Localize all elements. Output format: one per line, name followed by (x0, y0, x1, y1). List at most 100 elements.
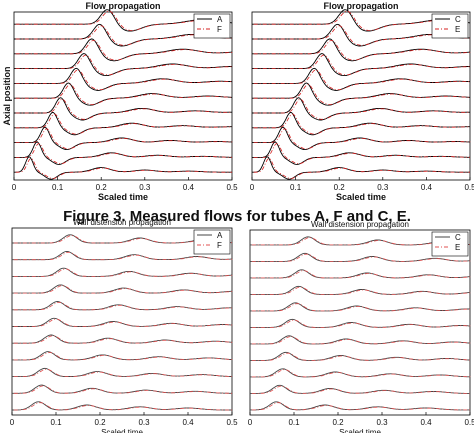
figure-caption: Figure 3. Measured flows for tubes A, F … (63, 208, 411, 225)
trace-E-4 (251, 286, 471, 295)
trace-E-3 (251, 270, 471, 279)
legend-label: E (455, 25, 460, 34)
y-axis-label: Axial position (2, 66, 12, 125)
trace-E-8 (253, 113, 470, 135)
chart-panel-3: Wall distension propagation 0 0.1 0.2 0.3 0.4… (10, 218, 238, 433)
trace-A-7 (14, 97, 232, 121)
chart-title: Wall distension propagation (73, 218, 171, 227)
trace-F-6 (15, 84, 233, 105)
x-tick-label: 0.2 (332, 418, 344, 427)
plot-frame (11, 227, 233, 416)
legend-box (431, 231, 469, 257)
trace-E-9 (253, 128, 471, 150)
trace-C-2 (250, 252, 471, 262)
plot-frame (251, 11, 471, 181)
trace-E-8 (251, 352, 471, 361)
legend-box (431, 13, 469, 39)
x-axis-label: Scaled time (101, 428, 143, 433)
trace-E-6 (251, 319, 471, 328)
trace-E-5 (251, 303, 470, 312)
legend-label: F (217, 241, 222, 250)
legend-label: F (217, 25, 222, 34)
x-axis-label: Scaled time (339, 428, 381, 433)
chart-title: Wall distension propagation (311, 220, 409, 229)
legend-label: C (455, 15, 461, 24)
trace-F-3 (15, 39, 233, 61)
x-tick-label: 0.4 (183, 183, 195, 192)
trace-E-6 (253, 84, 471, 105)
trace-E-5 (253, 69, 471, 91)
trace-F-8 (15, 113, 232, 135)
legend-label: C (455, 233, 461, 242)
trace-F-7 (13, 335, 233, 344)
trace-E-9 (251, 369, 471, 378)
trace-F-10 (13, 385, 232, 394)
x-tick-label: 0.2 (334, 183, 346, 192)
x-tick-label: 0.5 (226, 183, 238, 192)
trace-C-3 (250, 269, 471, 279)
trace-F-5 (13, 301, 232, 311)
x-axis-label: Scaled time (336, 192, 386, 202)
trace-F-11 (13, 402, 232, 411)
x-tick-label: 0.1 (50, 418, 62, 427)
x-tick-label: 0.2 (94, 418, 106, 427)
x-axis-label: Scaled time (98, 192, 148, 202)
trace-E-10 (251, 385, 470, 394)
trace-F-4 (13, 285, 233, 294)
trace-E-4 (253, 54, 471, 76)
x-tick-label: 0.1 (288, 418, 300, 427)
trace-C-4 (252, 53, 470, 77)
trace-A-4 (14, 53, 232, 77)
trace-E-3 (253, 39, 471, 61)
x-tick-label: 0.3 (377, 183, 389, 192)
trace-F-1 (15, 10, 233, 31)
legend-label: A (217, 15, 223, 24)
x-tick-label: 0 (248, 418, 253, 427)
plot-frame (249, 229, 471, 416)
trace-F-6 (13, 318, 233, 327)
x-tick-label: 0.2 (96, 183, 108, 192)
trace-F-5 (15, 69, 233, 91)
trace-A-8 (14, 112, 232, 136)
trace-F-7 (15, 98, 233, 120)
x-tick-label: 0 (12, 183, 17, 192)
trace-E-11 (253, 157, 470, 179)
trace-E-11 (251, 402, 470, 411)
trace-F-10 (15, 143, 232, 165)
x-tick-label: 0.1 (290, 183, 302, 192)
trace-E-10 (253, 143, 470, 165)
trace-C-7 (252, 97, 470, 121)
chart-panel-2: Flow propagation 0 0.1 0.2 0.3 0.4 0.5 Scaled t… (250, 1, 474, 202)
x-tick-label: 0.4 (182, 418, 194, 427)
trace-F-9 (15, 128, 233, 150)
trace-F-8 (13, 352, 233, 361)
legend-box (193, 13, 231, 39)
x-tick-label: 0.3 (139, 183, 151, 192)
chart-panel-1: Flow propagation 0 0.1 0.2 0.3 0.4 0.5 Scaled t… (2, 1, 238, 202)
x-tick-label: 0.4 (420, 418, 432, 427)
trace-E-2 (251, 253, 471, 262)
trace-E-7 (251, 336, 471, 345)
chart-title: Flow propagation (86, 1, 161, 11)
trace-F-11 (15, 157, 232, 179)
x-tick-label: 0.5 (464, 418, 474, 427)
x-tick-label: 0 (250, 183, 255, 192)
chart-title: Flow propagation (324, 1, 399, 11)
x-tick-label: 0.5 (226, 418, 238, 427)
x-tick-label: 0 (10, 418, 15, 427)
x-tick-label: 0.1 (52, 183, 64, 192)
x-tick-label: 0.5 (464, 183, 474, 192)
x-tick-label: 0.3 (376, 418, 388, 427)
plot-frame (13, 11, 233, 181)
trace-F-9 (13, 368, 232, 378)
trace-F-4 (15, 54, 233, 76)
legend-box (193, 229, 231, 255)
trace-E-7 (253, 98, 471, 120)
chart-panel-4: Wall distension propagation 0 0.1 0.2 0.3 0.4… (248, 220, 474, 433)
x-tick-label: 0.3 (138, 418, 150, 427)
trace-F-2 (13, 251, 233, 261)
legend-label: A (217, 231, 223, 240)
trace-C-8 (252, 112, 470, 136)
trace-F-3 (13, 268, 233, 277)
